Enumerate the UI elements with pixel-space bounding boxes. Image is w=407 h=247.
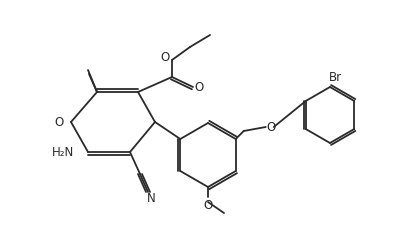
- Text: O: O: [266, 121, 276, 133]
- Text: O: O: [160, 50, 170, 63]
- Text: Br: Br: [328, 70, 341, 83]
- Text: O: O: [195, 81, 204, 94]
- Text: O: O: [55, 116, 64, 128]
- Text: H₂N: H₂N: [52, 145, 74, 159]
- Text: N: N: [147, 191, 155, 205]
- Text: O: O: [204, 199, 212, 211]
